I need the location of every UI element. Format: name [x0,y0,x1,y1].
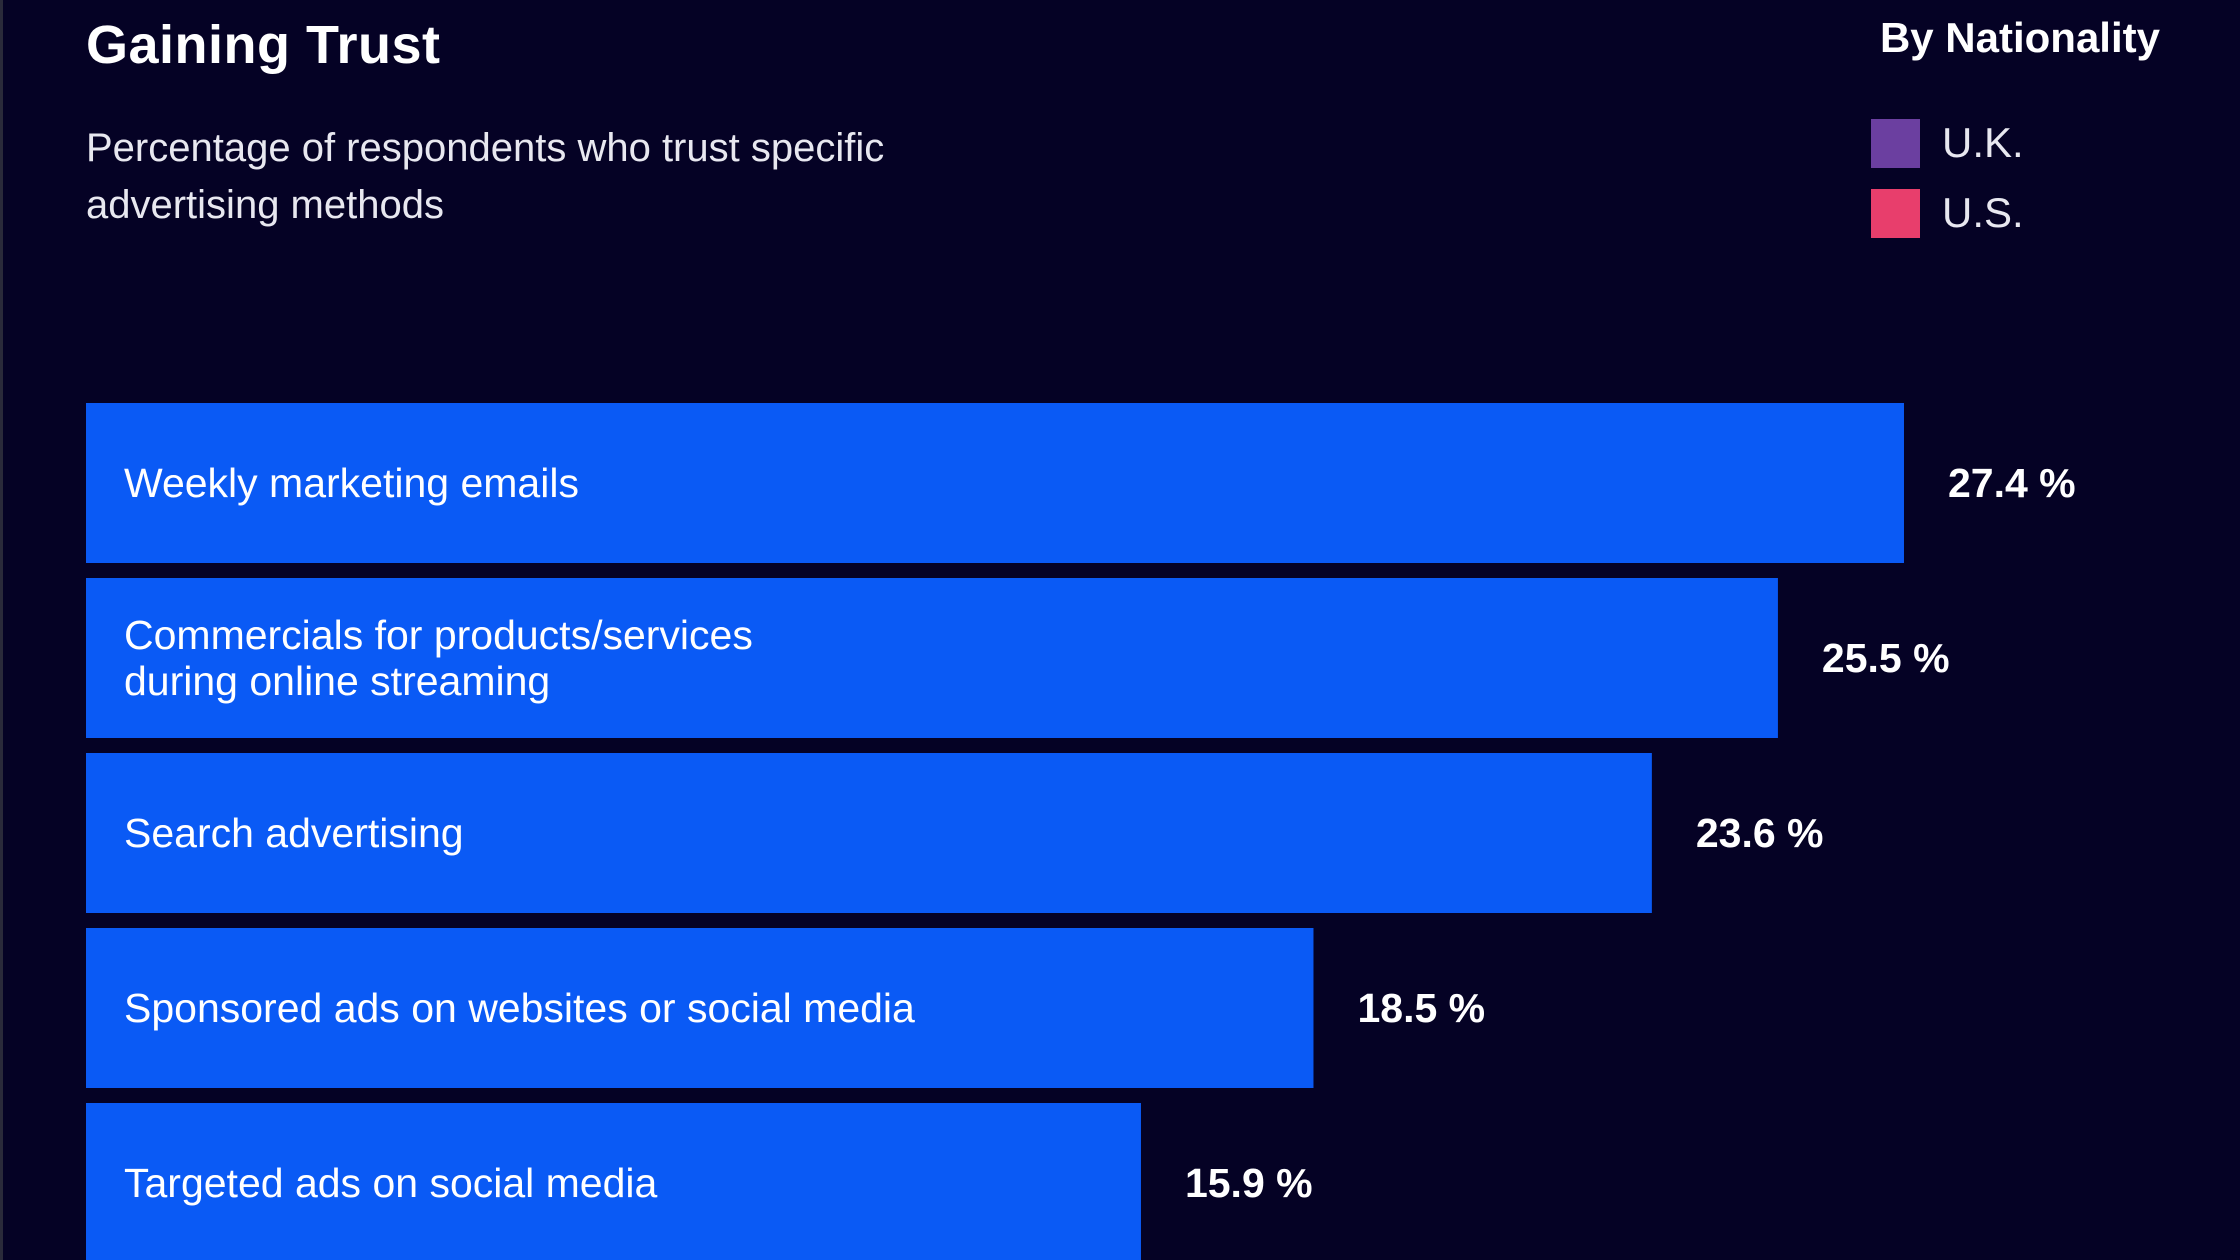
legend-item-uk: U.K. [1871,118,2024,168]
legend-swatch-us [1871,188,1920,238]
value-label-targeted-ads-on-social-media: 15.9 % [1185,1160,1313,1206]
bar-label-weekly-marketing-emails: Weekly marketing emails [124,460,579,506]
chart-subtitle: Percentage of respondents who trust spec… [86,126,885,227]
value-label-commercials-for-products-services-during-online-streaming: 25.5 % [1822,635,1950,681]
value-label-weekly-marketing-emails: 27.4 % [1948,460,2076,506]
chart-title: Gaining Trust [86,15,441,75]
legend-item-us: U.S. [1871,188,2024,238]
legend-swatch-uk [1871,118,1920,168]
legend-label-us: U.S. [1942,189,2024,236]
bar-label-sponsored-ads-on-websites-or-social-media: Sponsored ads on websites or social medi… [124,985,915,1031]
bar-targeted-ads-on-social-media [86,1103,1141,1260]
legend-title: By Nationality [1879,14,2160,61]
bar-label-search-advertising: Search advertising [124,810,464,856]
legend: U.K. U.S. [1871,118,2024,258]
left-border [0,0,3,1260]
bar-label-commercials-for-products-services-during-online-streaming: Commercials for products/services during … [124,612,753,704]
bar-sponsored-ads-on-websites-or-social-media [86,928,1314,1088]
bar-commercials-for-products-services-during-online-streaming [86,578,1778,738]
value-label-sponsored-ads-on-websites-or-social-media: 18.5 % [1357,985,1485,1031]
legend-label-uk: U.K. [1942,119,2024,166]
bar-label-targeted-ads-on-social-media: Targeted ads on social media [124,1160,658,1206]
bar-search-advertising [86,753,1652,913]
bar-weekly-marketing-emails [86,403,1904,563]
value-label-search-advertising: 23.6 % [1696,810,1824,856]
